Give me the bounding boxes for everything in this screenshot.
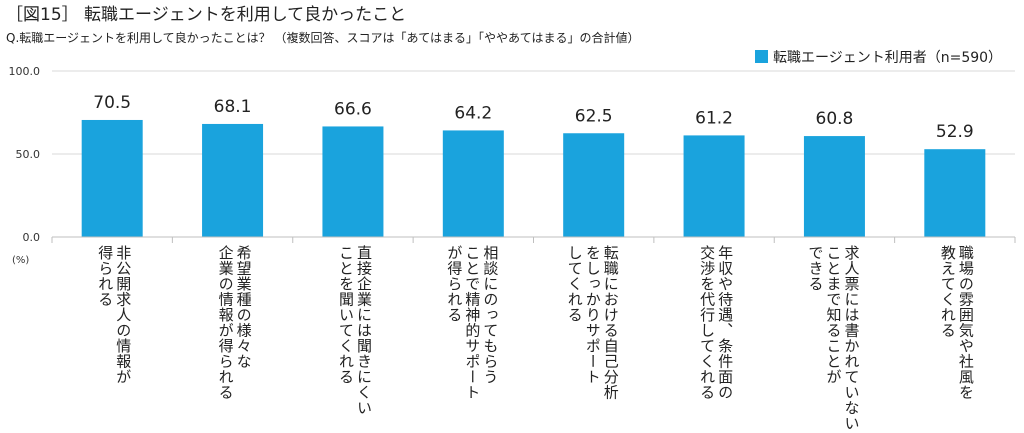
data-label: 52.9 (936, 122, 974, 142)
category-label: ことまで知ることが (824, 245, 842, 385)
category-label: してくれる (566, 245, 584, 323)
category-label: できる (806, 245, 824, 292)
bar (81, 119, 143, 237)
data-label: 66.6 (334, 99, 372, 119)
category-label: 直接企業には聞きにくい (355, 245, 373, 416)
y-tick-label: 100.0 (9, 65, 41, 78)
bar (322, 126, 384, 237)
category-label: が得られる (445, 245, 463, 323)
bar (803, 136, 865, 237)
category-label: 企業の情報が得られる (217, 244, 235, 400)
y-unit-label: (%) (12, 255, 29, 266)
data-label: 64.2 (454, 103, 492, 123)
bar (202, 123, 264, 237)
category-label: ことを聞いてくれる (337, 245, 355, 385)
data-label: 60.8 (816, 109, 854, 129)
category-label: 非公開求人の情報が (114, 245, 132, 385)
category-label: ことで精神的サポート (463, 245, 481, 400)
data-label: 68.1 (214, 97, 252, 117)
category-label: 交渉を代行してくれる (698, 244, 716, 400)
category-label: 教えてくれる (939, 245, 957, 338)
category-label: をしっかりサポート (584, 245, 602, 385)
category-label: 得られる (96, 245, 114, 307)
data-label: 61.2 (695, 108, 733, 128)
bar (924, 149, 986, 237)
category-label: 年収や待遇、条件面の (716, 245, 734, 400)
data-label: 62.5 (575, 106, 613, 126)
page-title: ［図15］ 転職エージェントを利用して良かったこと (6, 5, 407, 25)
legend-swatch (755, 50, 768, 63)
bar (683, 135, 745, 237)
bar (563, 133, 625, 237)
category-label: 相談にのってもらう (481, 245, 499, 385)
y-tick-label: 0.0 (23, 231, 41, 244)
category-label: 求人票には書かれていない (842, 245, 860, 431)
page-subtitle: Q.転職エージェントを利用して良かったことは？ （複数回答、スコアは「あてはまる… (6, 31, 640, 45)
data-label: 70.5 (93, 93, 131, 113)
category-label: 希望業種の様々な (235, 245, 253, 369)
y-tick-label: 50.0 (16, 148, 41, 161)
category-label: 職場の雰囲気や社風を (957, 245, 975, 400)
legend-label: 転職エージェント利用者（n=590） (773, 50, 1002, 66)
category-label: 転職における自己分析 (602, 245, 620, 400)
bar (442, 130, 504, 237)
